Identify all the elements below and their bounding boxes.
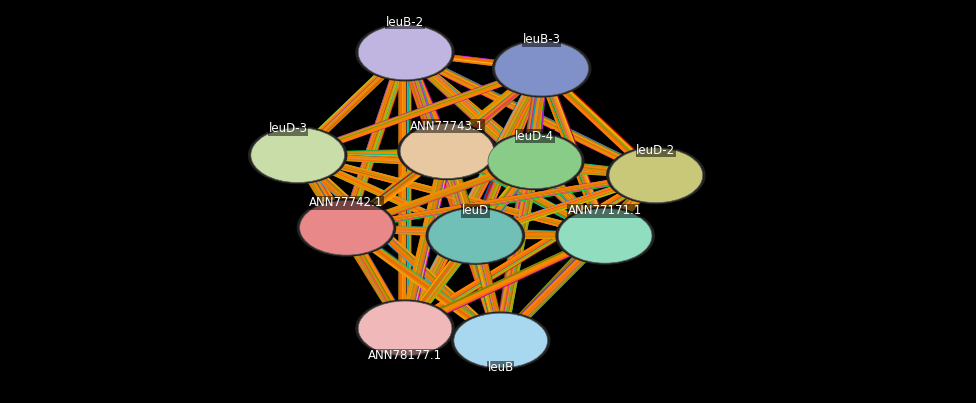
Text: leuB: leuB (488, 361, 513, 374)
Text: ANN77742.1: ANN77742.1 (309, 196, 384, 209)
Ellipse shape (451, 312, 550, 370)
Ellipse shape (495, 41, 589, 96)
Ellipse shape (400, 124, 494, 179)
Ellipse shape (492, 39, 591, 98)
Ellipse shape (355, 299, 455, 357)
Ellipse shape (300, 200, 393, 255)
Ellipse shape (488, 134, 582, 189)
Ellipse shape (606, 146, 706, 204)
Text: ANN77743.1: ANN77743.1 (410, 120, 484, 133)
Ellipse shape (558, 208, 652, 263)
Text: leuD-2: leuD-2 (636, 144, 675, 157)
Ellipse shape (485, 132, 585, 190)
Text: ANN77171.1: ANN77171.1 (568, 204, 642, 217)
Ellipse shape (555, 207, 655, 265)
Ellipse shape (397, 122, 497, 180)
Text: leuD: leuD (462, 204, 489, 217)
Text: leuD-4: leuD-4 (515, 130, 554, 143)
Text: leuB-2: leuB-2 (386, 16, 425, 29)
Ellipse shape (251, 128, 345, 183)
Ellipse shape (358, 25, 452, 80)
Ellipse shape (358, 301, 452, 356)
Ellipse shape (609, 148, 703, 203)
Text: ANN78177.1: ANN78177.1 (368, 349, 442, 362)
Ellipse shape (454, 313, 548, 368)
Ellipse shape (426, 207, 525, 265)
Text: leuB-3: leuB-3 (523, 33, 560, 46)
Ellipse shape (355, 23, 455, 81)
Ellipse shape (297, 199, 396, 257)
Text: leuD-3: leuD-3 (268, 123, 307, 135)
Ellipse shape (248, 126, 347, 184)
Ellipse shape (428, 208, 522, 263)
